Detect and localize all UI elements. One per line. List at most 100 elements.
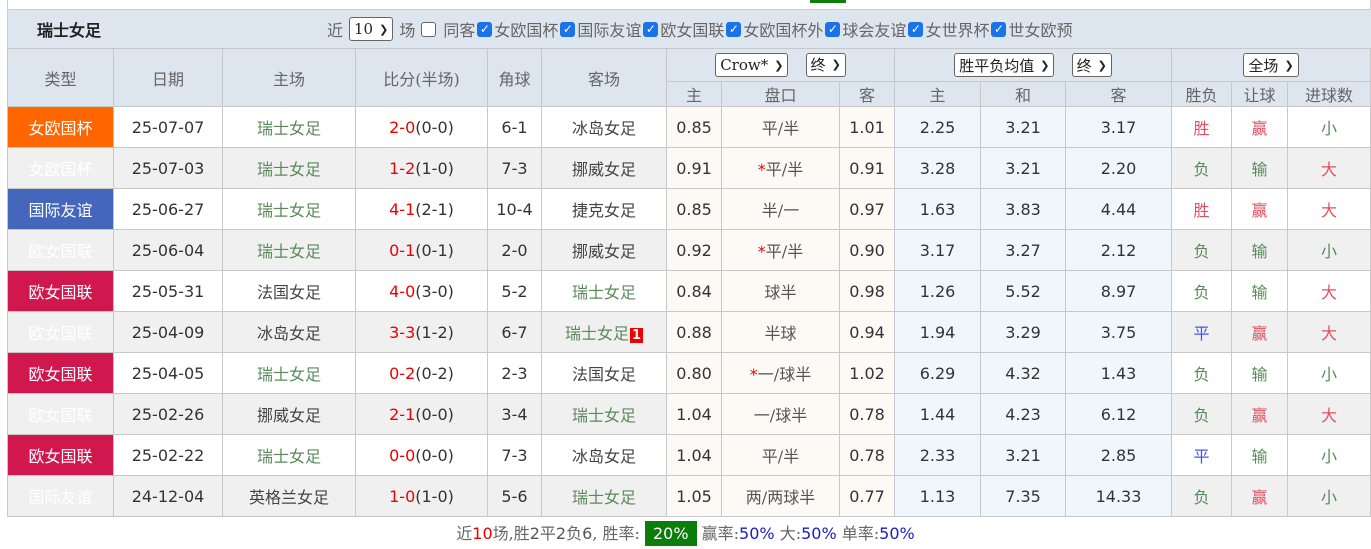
score-cell: 1-2(1-0) xyxy=(355,147,488,189)
away-team-cell[interactable]: 瑞士女足 xyxy=(541,393,667,435)
half-time-score: (0-2) xyxy=(415,363,454,383)
home-team-link: 法国女足 xyxy=(256,283,321,302)
away-team-cell[interactable]: 瑞士女足 xyxy=(541,270,667,312)
over-under-result: 大 xyxy=(1287,393,1371,435)
asian-away-odds: 0.97 xyxy=(839,188,895,230)
away-team-cell[interactable]: 冰岛女足 xyxy=(541,434,667,476)
scope-select[interactable]: 全场 ❯ xyxy=(1243,53,1299,77)
asian-away-odds: 0.94 xyxy=(839,311,895,353)
table-row: 女欧国杯 25-07-03 瑞士女足 1-2(1-0) 7-3 挪威女足 0.9… xyxy=(7,147,1371,189)
euro-away-odds: 1.43 xyxy=(1064,352,1173,394)
win-loss-result: 负 xyxy=(1171,393,1233,435)
team-title: 瑞士女足 xyxy=(37,21,102,40)
competition-cell: 欧女国联 xyxy=(7,229,114,271)
competition-cell: 欧女国联 xyxy=(7,393,114,435)
away-team-cell[interactable]: 捷克女足 xyxy=(541,188,667,230)
asian-away-odds: 0.90 xyxy=(839,229,895,271)
col-euro-away: 客 xyxy=(1064,81,1173,107)
competition-checkbox[interactable]: ✓ xyxy=(643,21,659,37)
win-loss-result: 负 xyxy=(1171,270,1233,312)
over-under-result: 小 xyxy=(1287,352,1371,394)
games-label: 场 xyxy=(399,21,416,40)
handicap-result: 赢 xyxy=(1231,311,1289,353)
euro-away-odds: 2.20 xyxy=(1064,147,1173,189)
filter-bar: 瑞士女足 近 10 ❯ 场 同客 ✓ 女欧国杯 ✓ 国际友谊 ✓ 欧女国联 ✓ 女欧国杯外 ✓ 球会… xyxy=(7,10,1371,48)
home-team-cell[interactable]: 瑞士女足 xyxy=(222,106,356,148)
win-loss-result: 负 xyxy=(1171,147,1233,189)
asian-home-odds: 1.04 xyxy=(666,434,722,476)
home-team-cell[interactable]: 瑞士女足 xyxy=(222,229,356,271)
home-team-cell[interactable]: 瑞士女足 xyxy=(222,188,356,230)
competition-checkbox[interactable]: ✓ xyxy=(726,21,742,37)
date-cell: 25-04-09 xyxy=(113,311,223,353)
euro-home-odds: 6.29 xyxy=(894,352,981,394)
competition-checkbox[interactable]: ✓ xyxy=(477,21,493,37)
competition-checkbox[interactable]: ✓ xyxy=(991,21,1007,37)
competition-cell: 欧女国联 xyxy=(7,270,114,312)
away-team-link: 法国女足 xyxy=(571,365,636,384)
half-time-score: (0-0) xyxy=(415,117,454,137)
home-team-cell[interactable]: 冰岛女足 xyxy=(222,311,356,353)
away-team-cell[interactable]: 挪威女足 xyxy=(541,229,667,271)
handicap-result: 输 xyxy=(1231,147,1289,189)
home-team-cell[interactable]: 法国女足 xyxy=(222,270,356,312)
asian-company-select[interactable]: Crow* ❯ xyxy=(715,53,789,78)
away-team-link: 瑞士女足 xyxy=(571,406,636,425)
away-team-link: 冰岛女足 xyxy=(571,447,636,466)
corner-cell: 2-0 xyxy=(487,229,542,271)
home-team-cell[interactable]: 英格兰女足 xyxy=(222,475,356,517)
away-team-cell[interactable]: 瑞士女足 1 xyxy=(541,311,667,353)
asian-line-cell: 一/球半 xyxy=(721,393,840,435)
win-loss-result: 胜 xyxy=(1171,106,1233,148)
recent-label: 近 xyxy=(327,21,344,40)
home-team-link: 瑞士女足 xyxy=(256,119,321,138)
over-under-result: 大 xyxy=(1287,270,1371,312)
home-team-cell[interactable]: 挪威女足 xyxy=(222,393,356,435)
away-team-cell[interactable]: 法国女足 xyxy=(541,352,667,394)
score-cell: 2-0(0-0) xyxy=(355,106,488,148)
away-team-link: 瑞士女足 xyxy=(571,488,636,507)
table-row: 欧女国联 25-02-26 挪威女足 2-1(0-0) 3-4 瑞士女足 1.0… xyxy=(7,393,1371,435)
asian-stage-select[interactable]: 终 ❯ xyxy=(805,52,846,77)
competition-checkbox[interactable]: ✓ xyxy=(908,21,924,37)
corner-cell: 7-3 xyxy=(487,434,542,476)
asian-away-odds: 1.01 xyxy=(839,106,895,148)
home-team-link: 瑞士女足 xyxy=(256,365,321,384)
euro-draw-odds: 3.21 xyxy=(980,147,1066,189)
col-asian-away: 客 xyxy=(839,81,895,107)
competition-checkbox[interactable]: ✓ xyxy=(825,21,841,37)
euro-type-select[interactable]: 胜平负均值 ❯ xyxy=(954,53,1055,77)
home-team-cell[interactable]: 瑞士女足 xyxy=(222,352,356,394)
over-under-result: 小 xyxy=(1287,434,1371,476)
euro-draw-odds: 3.21 xyxy=(980,106,1066,148)
same-away-checkbox[interactable] xyxy=(421,21,437,37)
away-team-cell[interactable]: 冰岛女足 xyxy=(541,106,667,148)
away-team-cell[interactable]: 瑞士女足 xyxy=(541,475,667,517)
competition-checkbox[interactable]: ✓ xyxy=(560,21,576,37)
euro-stage-select[interactable]: 终 ❯ xyxy=(1071,53,1112,77)
asian-home-odds: 0.84 xyxy=(666,270,722,312)
euro-home-odds: 2.25 xyxy=(894,106,981,148)
euro-away-odds: 2.85 xyxy=(1064,434,1173,476)
away-team-cell[interactable]: 挪威女足 xyxy=(541,147,667,189)
same-away-label: 同客 xyxy=(443,21,476,40)
date-cell: 25-07-07 xyxy=(113,106,223,148)
match-history-table: 类型 日期 主场 比分(半场) 角球 客场 Crow* ❯ 终 ❯ 胜平负均值 ❯ 终… xyxy=(7,48,1371,517)
col-euro-home: 主 xyxy=(894,81,981,107)
handicap-result: 赢 xyxy=(1231,188,1289,230)
asian-line-cell: 平/半 xyxy=(721,106,840,148)
asian-home-odds: 0.88 xyxy=(666,311,722,353)
euro-home-odds: 3.17 xyxy=(894,229,981,271)
table-row: 欧女国联 25-06-04 瑞士女足 0-1(0-1) 2-0 挪威女足 0.9… xyxy=(7,229,1371,271)
away-team-link: 捷克女足 xyxy=(571,201,636,220)
home-team-cell[interactable]: 瑞士女足 xyxy=(222,434,356,476)
recent-count-select[interactable]: 10 ❯ xyxy=(349,17,394,41)
over-under-result: 小 xyxy=(1287,106,1371,148)
competition-label: 女欧国杯外 xyxy=(743,21,824,40)
euro-home-odds: 3.28 xyxy=(894,147,981,189)
home-team-cell[interactable]: 瑞士女足 xyxy=(222,147,356,189)
corner-cell: 10-4 xyxy=(487,188,542,230)
full-time-score: 0-2 xyxy=(389,363,416,383)
col-date: 日期 xyxy=(113,48,223,107)
euro-away-odds: 14.33 xyxy=(1064,475,1173,517)
